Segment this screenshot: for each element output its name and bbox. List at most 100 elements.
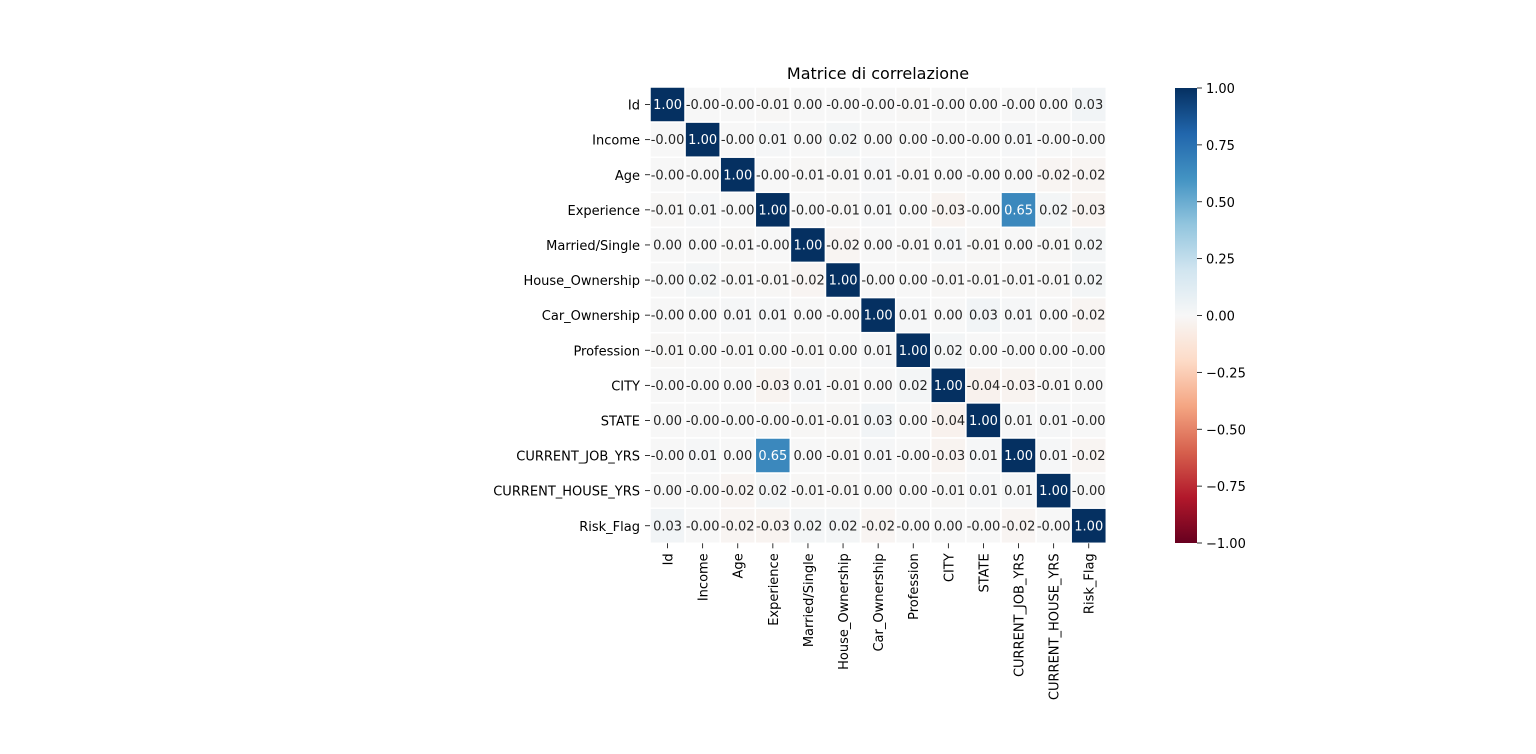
x-tick-label: CURRENT_JOB_YRS	[1013, 553, 1028, 677]
cell-value-label: -0.03	[756, 379, 790, 394]
cell-value-label: 0.65	[758, 449, 787, 464]
heatmap-cell	[719, 226, 757, 264]
y-tick-label: CITY	[611, 379, 640, 394]
cell-value-label: 0.01	[688, 203, 717, 218]
heatmap-cell	[824, 331, 862, 369]
x-tick-label: Income	[697, 553, 712, 601]
heatmap-cell	[789, 331, 827, 369]
heatmap-cell	[965, 121, 1002, 158]
cell-value-label: 0.00	[1004, 238, 1033, 253]
x-tick-label: CURRENT_HOUSE_YRS	[1048, 553, 1063, 700]
heatmap-cell	[684, 437, 721, 474]
cell-value-label: -0.00	[1002, 344, 1036, 359]
cell-value-label: -0.01	[721, 274, 755, 289]
colorbar-tick-label: −1.00	[1206, 537, 1246, 552]
heatmap-cell	[1000, 367, 1037, 404]
heatmap-cell	[824, 367, 862, 404]
cell-value-label: -0.01	[932, 274, 966, 289]
heatmap-cell	[1035, 191, 1072, 229]
heatmap-cell	[1070, 261, 1108, 299]
cell-value-label: 0.01	[969, 484, 998, 499]
heatmap-cell	[824, 507, 862, 545]
cell-value-label: 0.02	[758, 484, 787, 499]
cell-value-label: -0.03	[756, 519, 790, 534]
cell-value-label: 0.02	[1074, 274, 1103, 289]
cell-value-label: 0.00	[1074, 379, 1103, 394]
cell-value-label: -0.01	[1037, 379, 1071, 394]
cell-value-label: -0.01	[896, 98, 930, 113]
cell-value-label: 0.00	[653, 484, 682, 499]
cell-value-label: -0.00	[861, 98, 895, 113]
heatmap-cell	[859, 261, 897, 299]
cell-value-label: 1.00	[1039, 484, 1068, 499]
cell-value-label: -0.00	[651, 133, 685, 148]
heatmap-cell	[754, 437, 792, 474]
heatmap-cell	[649, 296, 686, 334]
heatmap-cell	[754, 121, 792, 158]
colorbar: 1.00 0.75 0.50 0.25 0.00 −0.25 −0.50 −0.75 −1.00	[1175, 82, 1246, 552]
colorbar-tick-label: 0.00	[1206, 310, 1235, 325]
cell-value-label: 1.00	[969, 414, 998, 429]
cell-value-label: -0.00	[1002, 98, 1036, 113]
cell-value-label: 0.00	[899, 484, 928, 499]
cell-value-label: -0.02	[721, 484, 755, 499]
cell-value-label: -0.01	[826, 484, 860, 499]
cell-value-label: 1.00	[864, 309, 893, 324]
heatmap-cell	[1070, 437, 1108, 474]
cell-value-label: -0.01	[826, 168, 860, 183]
heatmap-cell	[649, 437, 686, 474]
cell-value-label: -0.01	[967, 238, 1001, 253]
heatmap-cell	[930, 402, 967, 439]
heatmap-cell	[754, 472, 792, 509]
heatmap-cell	[684, 472, 721, 509]
cell-value-label: 0.01	[899, 309, 928, 324]
y-tick-label: CURRENT_HOUSE_YRS	[493, 485, 640, 500]
heatmap-cell	[894, 261, 932, 299]
y-axis: Id Income Age Experience Married/Single House…	[493, 99, 650, 535]
cell-value-label: -0.01	[826, 449, 860, 464]
heatmap-cell	[719, 296, 757, 334]
cell-value-label: -0.00	[967, 519, 1001, 534]
cell-value-label: 0.00	[1039, 98, 1068, 113]
cell-value-label: -0.01	[791, 414, 825, 429]
cell-value-label: -0.01	[791, 168, 825, 183]
cell-value-label: -0.00	[1037, 133, 1071, 148]
cell-value-label: -0.01	[756, 98, 790, 113]
heatmap-cell	[789, 402, 827, 439]
cell-value-label: 0.03	[1074, 98, 1103, 113]
cell-value-label: 0.00	[688, 344, 717, 359]
cell-value-label: 0.00	[829, 344, 858, 359]
x-axis: Id Income Age Experience Married/Single House…	[662, 543, 1098, 700]
cell-value-label: 0.00	[688, 238, 717, 253]
cell-value-label: 0.01	[864, 203, 893, 218]
heatmap-cell	[894, 331, 932, 369]
cell-value-label: -0.00	[721, 203, 755, 218]
chart-title: Matrice di correlazione	[787, 64, 969, 83]
cell-value-label: -0.01	[967, 274, 1001, 289]
cell-value-label: 0.02	[899, 379, 928, 394]
x-tick-label: Married/Single	[802, 553, 817, 647]
cell-value-label: -0.01	[896, 238, 930, 253]
y-tick-label: Id	[628, 99, 640, 114]
cell-value-label: 0.00	[899, 133, 928, 148]
cell-value-label: -0.00	[686, 379, 720, 394]
cell-value-label: 1.00	[688, 133, 717, 148]
x-tick-label: Risk_Flag	[1083, 553, 1098, 614]
heatmap-cell	[965, 86, 1002, 123]
heatmap-cell	[789, 472, 827, 509]
cell-value-label: 0.00	[793, 449, 822, 464]
cell-value-label: -0.00	[1072, 484, 1106, 499]
cell-value-label: -0.00	[967, 203, 1001, 218]
heatmap-cell	[1035, 437, 1072, 474]
colorbar-tick-label: 1.00	[1206, 82, 1235, 97]
cell-value-label: -0.00	[826, 98, 860, 113]
cell-value-label: -0.00	[686, 484, 720, 499]
heatmap-cell	[754, 261, 792, 299]
heatmap-cell	[649, 261, 686, 299]
cell-value-label: -0.00	[791, 203, 825, 218]
cell-value-label: -0.00	[721, 414, 755, 429]
heatmap-cell	[965, 296, 1002, 334]
cell-value-label: 0.00	[864, 484, 893, 499]
cell-value-label: -0.00	[651, 274, 685, 289]
cell-value-label: -0.00	[861, 274, 895, 289]
